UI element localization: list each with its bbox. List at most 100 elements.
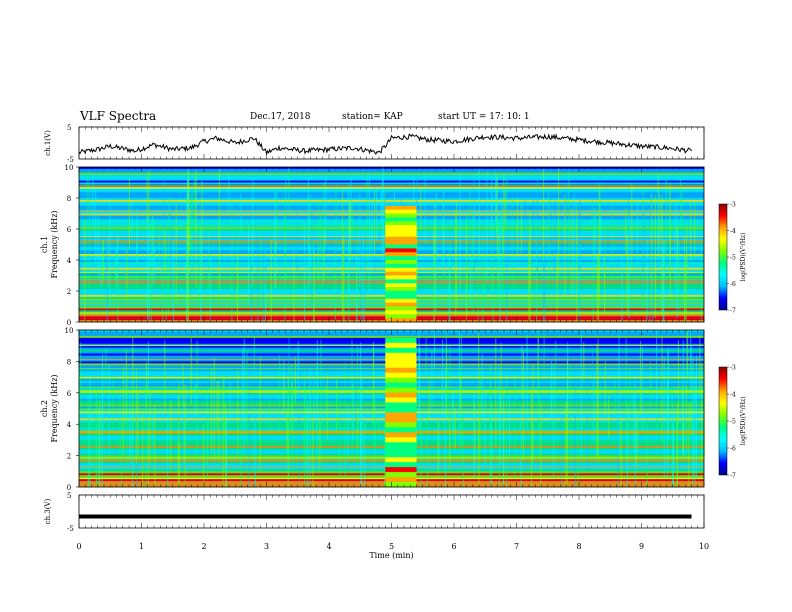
spectrogram-streak xyxy=(283,374,285,415)
spectrogram-streak xyxy=(218,380,220,461)
colorbar-tick-label: -7 xyxy=(730,473,736,480)
spectrogram-streak xyxy=(685,256,687,322)
spectrogram-streak xyxy=(102,239,104,282)
spectrogram-streak xyxy=(550,361,552,421)
ytick-label: 0 xyxy=(67,484,71,492)
spectrogram-streak xyxy=(341,190,343,314)
spectrogram-streak xyxy=(146,362,147,409)
spectrogram-streak xyxy=(690,400,692,436)
spectrogram-streak xyxy=(556,253,558,322)
spectrogram-streak xyxy=(80,342,82,415)
spectrogram-streak xyxy=(699,335,701,396)
spectrogram-streak xyxy=(381,179,383,252)
spectrogram-streak xyxy=(131,201,133,239)
spectrogram-streak xyxy=(504,190,506,228)
spectrogram-streak xyxy=(495,171,497,222)
spectrogram-streak xyxy=(442,339,443,418)
spectrogram-streak xyxy=(86,173,88,212)
spectrogram-streak xyxy=(88,405,89,487)
spectrogram-streak xyxy=(148,170,150,221)
spectrogram-streak xyxy=(596,256,598,322)
burst-band xyxy=(385,252,417,257)
xtick-label: 4 xyxy=(326,542,331,551)
spectrogram-streak xyxy=(151,217,153,322)
spectrogram-streak xyxy=(285,179,287,280)
y-axis-label: ch.2 xyxy=(40,400,49,417)
spectrogram-streak xyxy=(348,185,350,309)
spectrogram-streak xyxy=(154,404,156,487)
spectrogram-streak xyxy=(681,188,683,228)
spectrogram-streak xyxy=(228,174,230,213)
spectrogram-streak xyxy=(163,176,165,231)
spectrogram-streak xyxy=(357,345,359,464)
spectrogram-streak xyxy=(449,345,451,468)
spectrogram-band xyxy=(79,188,704,191)
spectrogram-streak xyxy=(218,169,220,291)
spectrogram-streak xyxy=(371,199,373,243)
spectrogram-streak xyxy=(262,234,264,322)
spectrogram-streak xyxy=(344,362,346,478)
spectrogram-streak xyxy=(240,193,242,235)
spectrogram-streak xyxy=(257,240,259,322)
spectrogram-streak xyxy=(548,192,549,286)
spectrogram-streak xyxy=(428,380,430,419)
spectrogram-streak xyxy=(626,234,628,315)
spectrogram-streak xyxy=(663,240,665,322)
spectrogram-streak xyxy=(604,361,606,418)
spectrogram-streak xyxy=(142,410,144,487)
spectrogram-streak xyxy=(211,368,212,454)
spectrogram-streak xyxy=(449,241,451,322)
spectrogram-streak xyxy=(306,400,308,487)
spectrogram-band xyxy=(79,198,704,201)
spectrogram-streak xyxy=(686,224,688,270)
burst-band xyxy=(385,412,417,418)
spectrogram-streak xyxy=(427,413,429,487)
spectrogram-streak xyxy=(625,208,627,255)
spectrogram-streak xyxy=(123,367,124,454)
spectrogram-streak xyxy=(565,184,567,220)
spectrogram-streak xyxy=(291,364,293,406)
burst-band xyxy=(385,225,417,230)
spectrogram-streak xyxy=(499,211,501,322)
burst-band xyxy=(385,407,417,413)
spectrogram-streak xyxy=(661,337,663,443)
burst-band xyxy=(385,291,417,296)
ytick-label: 4 xyxy=(67,257,72,265)
spectrogram-streak xyxy=(473,393,475,479)
burst-band xyxy=(385,397,417,403)
burst-band xyxy=(385,263,417,269)
spectrogram-streak xyxy=(635,410,637,468)
spectrogram-streak xyxy=(480,371,482,456)
xtick-label: 9 xyxy=(639,542,644,551)
spectrogram-streak xyxy=(146,175,148,229)
spectrogram-streak xyxy=(573,194,575,293)
spectrogram-streak xyxy=(521,345,523,398)
spectrogram-streak xyxy=(669,187,671,278)
spectrogram-streak xyxy=(324,384,326,431)
xtick-label: 5 xyxy=(389,542,394,551)
spectrogram-streak xyxy=(506,417,507,487)
spectrogram-band xyxy=(79,176,704,179)
ytick-label: 8 xyxy=(67,358,71,366)
spectrogram-streak xyxy=(308,178,309,292)
spectrogram-streak xyxy=(657,174,659,258)
spectrogram-streak xyxy=(594,207,596,261)
spectrogram-streak xyxy=(679,176,681,231)
spectrogram-streak xyxy=(626,406,628,487)
spectrogram-streak xyxy=(416,175,418,212)
spectrogram-streak xyxy=(666,377,668,478)
spectrogram-streak xyxy=(284,215,286,322)
spectrogram-streak xyxy=(169,207,171,283)
spectrogram-streak xyxy=(484,253,486,303)
burst-band xyxy=(385,382,417,388)
spectrogram-streak xyxy=(469,191,471,275)
spectrogram-streak xyxy=(649,361,651,416)
spectrogram-streak xyxy=(298,359,300,482)
burst-band xyxy=(385,213,417,218)
spectrogram-streak xyxy=(309,195,311,271)
spectrogram-band xyxy=(79,172,704,176)
spectrogram-streak xyxy=(478,168,480,260)
spectrogram-streak xyxy=(98,406,100,484)
burst-band xyxy=(385,244,417,249)
spectrogram-streak xyxy=(207,389,208,480)
